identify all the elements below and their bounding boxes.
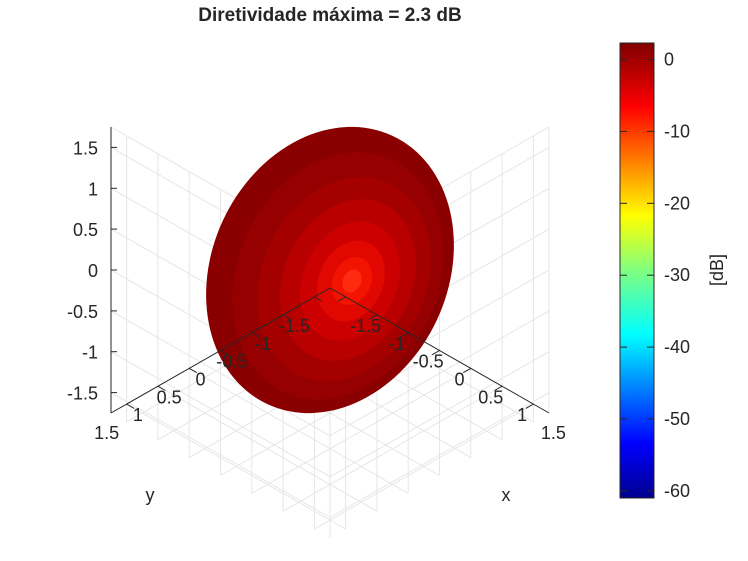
x-tick-label: -0.5 [413,352,444,372]
x-tick-label: 0 [454,370,464,390]
x-tick [494,385,503,391]
x-axis-label: x [502,485,511,505]
y-tick [251,332,260,338]
y-tick-label: 0.5 [157,387,182,407]
x-tick-label: 0.5 [478,387,503,407]
y-tick [126,403,135,409]
y-tick-label: -0.5 [216,352,247,372]
x-tick [431,350,440,356]
x-tick-label: -1 [389,334,405,354]
y-tick [157,385,166,391]
colorbar-tick-label: -20 [664,193,690,213]
z-tick-label: -0.5 [67,302,98,322]
y-axis-label: y [146,485,155,505]
axes-lines [110,127,550,414]
colorbar-tick-label: 0 [664,50,674,70]
y-tick-label: 1.5 [94,423,119,443]
radiation-pattern-surface [206,126,454,414]
colorbar-gradient [619,42,655,499]
tick-labels: -1.5 -1 -0.5 0 0.5 1 1.5 -1.5 -1 -0.5 0 0.5 1 1.5 -1.5… [67,138,566,443]
y-tick [220,350,229,356]
y-tick-label: 0 [195,370,205,390]
z-tick-label: 1.5 [73,138,98,158]
colorbar-tick-label: -30 [664,265,690,285]
colorbar: 0 -10 -20 -30 -40 -50 -60 [dB] [619,42,727,501]
x-tick [463,367,472,374]
y-tick-label: -1 [255,334,271,354]
surface-contour [342,269,362,293]
x-tick-label: -1.5 [350,316,381,336]
x-tick-label: 1 [517,405,527,425]
z-tick-label: 1 [88,179,98,199]
colorbar-ticks: 0 -10 -20 -30 -40 -50 -60 [620,50,690,501]
colorbar-tick-label: -10 [664,121,690,141]
colorbar-label: [dB] [707,254,727,286]
y-tick-label: -1.5 [279,316,310,336]
chart-title: Diretividade máxima = 2.3 dB [198,5,461,26]
y-tick [314,296,323,302]
x-tick [525,403,534,409]
colorbar-tick-label: -40 [664,337,690,357]
x-tick-label: 1.5 [541,423,566,443]
y-tick-label: 1 [133,405,143,425]
y-tick [188,367,197,374]
colorbar-tick-label: -50 [664,409,690,429]
colorbar-tick-label: -60 [664,481,690,501]
y-tick [282,314,291,320]
x-tick [337,296,346,302]
z-tick-label: 0 [88,261,98,281]
z-tick-label: -1.5 [67,384,98,404]
z-tick-label: 0.5 [73,220,98,240]
z-tick-label: -1 [82,343,98,363]
x-tick [400,332,409,338]
x-tick [369,314,378,320]
